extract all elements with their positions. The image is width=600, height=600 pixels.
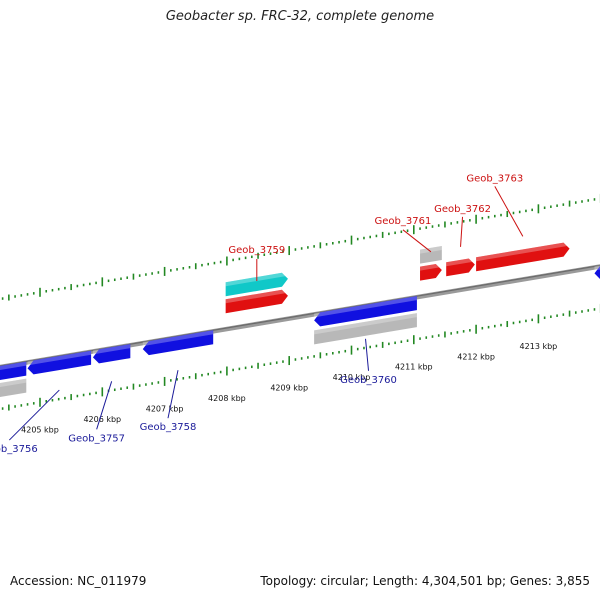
- scale-label: 4212 kbp: [457, 352, 495, 361]
- scale-label: 4210 kbp: [333, 373, 371, 382]
- gene-highlight: [92, 344, 131, 355]
- scale-label: 4211 kbp: [395, 363, 433, 372]
- genome-title: Geobacter sp. FRC-32, complete genome: [165, 9, 435, 24]
- labels: 4205 kbp 4206 kbp 4207 kbp 4208 kbp 4209 kbp…: [0, 173, 557, 455]
- gene-highlight: [0, 361, 27, 371]
- scale-label: 4209 kbp: [270, 384, 308, 393]
- gene-highlight: [142, 330, 214, 347]
- gene-highlight: [420, 245, 442, 254]
- gene-highlight: [0, 378, 27, 388]
- gene-highlight: [314, 296, 417, 318]
- accession-text: Accession: NC_011979: [10, 574, 147, 588]
- scale-label: 4213 kbp: [520, 342, 558, 351]
- gene-label-geob_3756[interactable]: Geob_3756: [0, 444, 38, 455]
- gene-feature-cds-reverse[interactable]: [142, 330, 214, 356]
- gene-highlight: [594, 265, 600, 271]
- gene-leader-line: [96, 381, 113, 430]
- scale-label: 4207 kbp: [146, 404, 184, 413]
- gene-highlight: [476, 241, 570, 262]
- gene-highlight: [27, 350, 92, 366]
- gene-features: [0, 241, 600, 403]
- gene-feature-pseudo-reverse[interactable]: [314, 313, 417, 345]
- gene-leader-line: [494, 186, 524, 237]
- scale-ticks: [1, 193, 600, 411]
- gene-feature-cds-reverse[interactable]: [594, 259, 600, 279]
- gene-label-geob_3761[interactable]: Geob_3761: [375, 216, 432, 227]
- gene-highlight: [314, 313, 417, 335]
- gene-feature-cds-forward[interactable]: [420, 263, 442, 281]
- topology-text: Topology: circular; Length: 4,304,501 bp…: [260, 574, 590, 588]
- gene-leader-line: [365, 338, 370, 371]
- gene-feature-cds-reverse[interactable]: [0, 361, 27, 385]
- gene-feature-cds-reverse[interactable]: [314, 296, 417, 327]
- gene-label-geob_3760[interactable]: Geob_3760: [340, 375, 397, 386]
- gene-feature-cds-forward[interactable]: [225, 289, 288, 314]
- gene-leader-line: [8, 389, 60, 441]
- gene-highlight: [446, 257, 475, 267]
- gene-highlight: [225, 288, 288, 304]
- gene-highlight: [420, 262, 442, 271]
- backbone: [0, 264, 600, 370]
- gene-feature-pseudo-forward[interactable]: [420, 245, 442, 264]
- gene-feature-cds-reverse[interactable]: [27, 350, 92, 375]
- scale-label: 4208 kbp: [208, 394, 246, 403]
- gene-label-geob_3759[interactable]: Geob_3759: [228, 245, 285, 256]
- gene-feature-cds-forward[interactable]: [476, 242, 570, 272]
- gene-leader-line: [460, 216, 464, 247]
- gene-feature-cds-reverse[interactable]: [92, 344, 131, 364]
- gene-label-geob_3758[interactable]: Geob_3758: [140, 422, 197, 433]
- gene-label-geob_3762[interactable]: Geob_3762: [434, 204, 491, 215]
- scale-label: 4206 kbp: [83, 415, 121, 424]
- gene-feature-rna-forward[interactable]: [225, 272, 288, 297]
- scale-label: 4205 kbp: [21, 425, 59, 434]
- backbone-line: [0, 264, 600, 370]
- gene-label-geob_3757[interactable]: Geob_3757: [68, 433, 125, 444]
- gene-leader-line: [167, 370, 179, 419]
- backbone-highlight: [0, 264, 600, 367]
- gene-leader-line: [402, 229, 432, 253]
- gene-feature-pseudo-reverse[interactable]: [0, 378, 27, 403]
- gene-label-geob_3763[interactable]: Geob_3763: [466, 173, 523, 184]
- gene-feature-cds-forward[interactable]: [446, 258, 475, 277]
